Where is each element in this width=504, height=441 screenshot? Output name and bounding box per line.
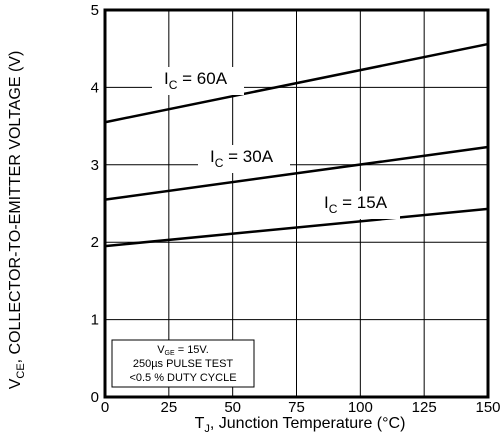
test-conditions-frame [111, 339, 255, 388]
y-tick-label: 2 [91, 234, 99, 251]
curve-label-15A: IC = 15A [324, 193, 388, 216]
x-tick-label: 0 [101, 399, 109, 416]
y-tick-label: 0 [91, 389, 99, 406]
curve-label-30A: IC = 30A [210, 147, 274, 170]
plot-frame [103, 8, 490, 399]
curve-label-background [198, 145, 290, 173]
x-tick-label: 100 [348, 399, 373, 416]
x-tick-label: 125 [412, 399, 437, 416]
curve-label-background [312, 191, 400, 219]
test-conditions-line1: VGE = 15V. [157, 344, 209, 357]
tick-labels: 0 25 50 75 100 125 150 0 1 2 3 4 5 [91, 2, 501, 416]
test-conditions-box: VGE = 15V. 250µs PULSE TEST <0.5 % DUTY … [111, 339, 255, 388]
curve-label-60A: IC = 60A [164, 69, 228, 92]
x-tick-label: 75 [288, 399, 305, 416]
x-tick-label: 150 [475, 399, 500, 416]
x-tick-label: 50 [224, 399, 241, 416]
curve-label-background [152, 67, 244, 95]
test-conditions-line3: <0.5 % DUTY CYCLE [129, 372, 236, 384]
series-line-15A [104, 207, 489, 248]
test-conditions-line2: 250µs PULSE TEST [133, 358, 234, 370]
series-line-60A [104, 42, 489, 124]
y-axis-title: VCE, COLLECTOR-TO-EMITTER VOLTAGE (V) [7, 51, 27, 390]
curves [104, 42, 489, 248]
y-tick-label: 5 [91, 2, 99, 19]
x-axis-title: TJ, Junction Temperature (°C) [195, 415, 406, 435]
y-tick-label: 4 [91, 79, 99, 96]
y-tick-label: 1 [91, 312, 99, 329]
curve-labels: IC = 60A IC = 30A IC = 15A [152, 67, 400, 219]
y-tick-label: 3 [91, 157, 99, 174]
x-tick-label: 25 [160, 399, 177, 416]
series-line-30A [104, 145, 489, 201]
